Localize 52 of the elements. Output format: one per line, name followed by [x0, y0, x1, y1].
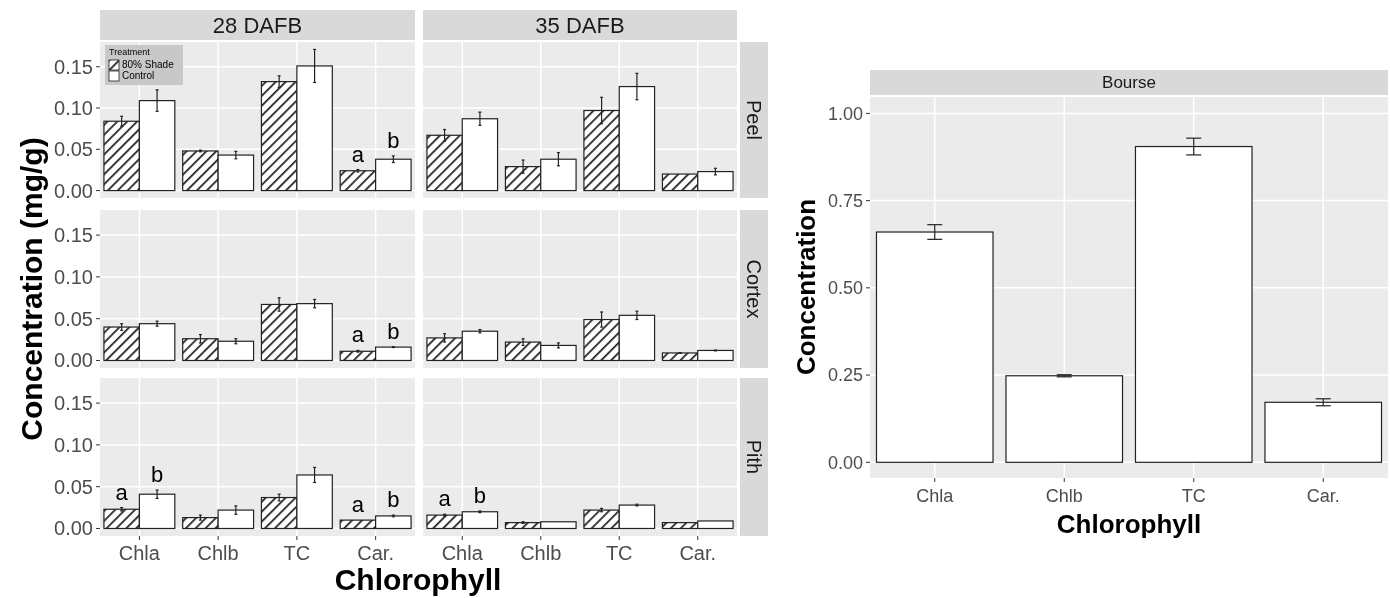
chart-title: 28 DAFB	[212, 12, 303, 38]
x-tick-label: Car.	[1306, 486, 1340, 506]
y-tick-label: 0.00	[54, 517, 93, 540]
y-tick-label: 0.15	[54, 55, 93, 78]
annotation: a	[438, 486, 452, 512]
y2-axis-title: Peel	[743, 99, 765, 141]
legend-label: Control	[122, 70, 155, 81]
y-tick-label: 0.00	[54, 349, 93, 372]
annotation: a	[115, 479, 129, 505]
legend-label: 80% Shade	[122, 59, 175, 70]
y-tick-label: 0.50	[827, 278, 863, 299]
chart-title: 35 DAFB	[535, 12, 625, 38]
y-tick-label: 0.25	[827, 365, 863, 386]
annotation: a	[351, 141, 365, 167]
y-tick-label: 0.15	[54, 224, 93, 247]
x-tick-label: Chla	[916, 486, 955, 506]
x-axis-title: Chlorophyll	[334, 563, 502, 596]
annotation: a	[351, 322, 365, 348]
x-tick-label: TC	[1181, 486, 1206, 506]
chart-title: Bourse	[1102, 73, 1156, 93]
y-tick-label: 0.05	[54, 138, 93, 161]
x-axis-title: Chlorophyll	[1056, 509, 1202, 539]
y2-axis-title: Pith	[743, 439, 765, 475]
x-tick-label: TC	[605, 542, 633, 564]
y2-axis-title: Cortex	[743, 259, 765, 319]
annotation: b	[150, 462, 164, 488]
y-axis-title: Concentration (mg/g)	[15, 137, 48, 441]
x-tick-label: Chla	[118, 542, 161, 564]
x-tick-label: Chlb	[197, 542, 239, 564]
x-tick-label: TC	[283, 542, 311, 564]
y-tick-label: 0.10	[54, 265, 93, 288]
y-tick-label: 0.10	[54, 433, 93, 456]
annotation: b	[387, 127, 400, 153]
annotation: b	[473, 482, 487, 508]
y-tick-label: 0.05	[54, 307, 93, 330]
annotation: b	[387, 318, 400, 344]
x-tick-label: Chlb	[520, 542, 562, 564]
y-tick-label: 0.05	[54, 475, 93, 498]
y-tick-label: 1.00	[827, 103, 863, 124]
annotation: a	[351, 492, 365, 518]
legend-title: Treatment	[109, 47, 151, 57]
x-tick-label: Chla	[441, 542, 484, 564]
annotation: b	[387, 487, 400, 513]
x-tick-label: Chlb	[1045, 486, 1083, 506]
y-axis-title: Concentration	[791, 198, 821, 376]
y-tick-label: 0.15	[54, 392, 93, 415]
x-tick-label: Car.	[679, 542, 717, 564]
y-tick-label: 0.75	[827, 190, 863, 211]
y-tick-label: 0.00	[827, 452, 863, 473]
y-tick-label: 0.10	[54, 97, 93, 120]
y-tick-label: 0.00	[54, 179, 93, 202]
x-tick-label: Car.	[357, 542, 394, 564]
